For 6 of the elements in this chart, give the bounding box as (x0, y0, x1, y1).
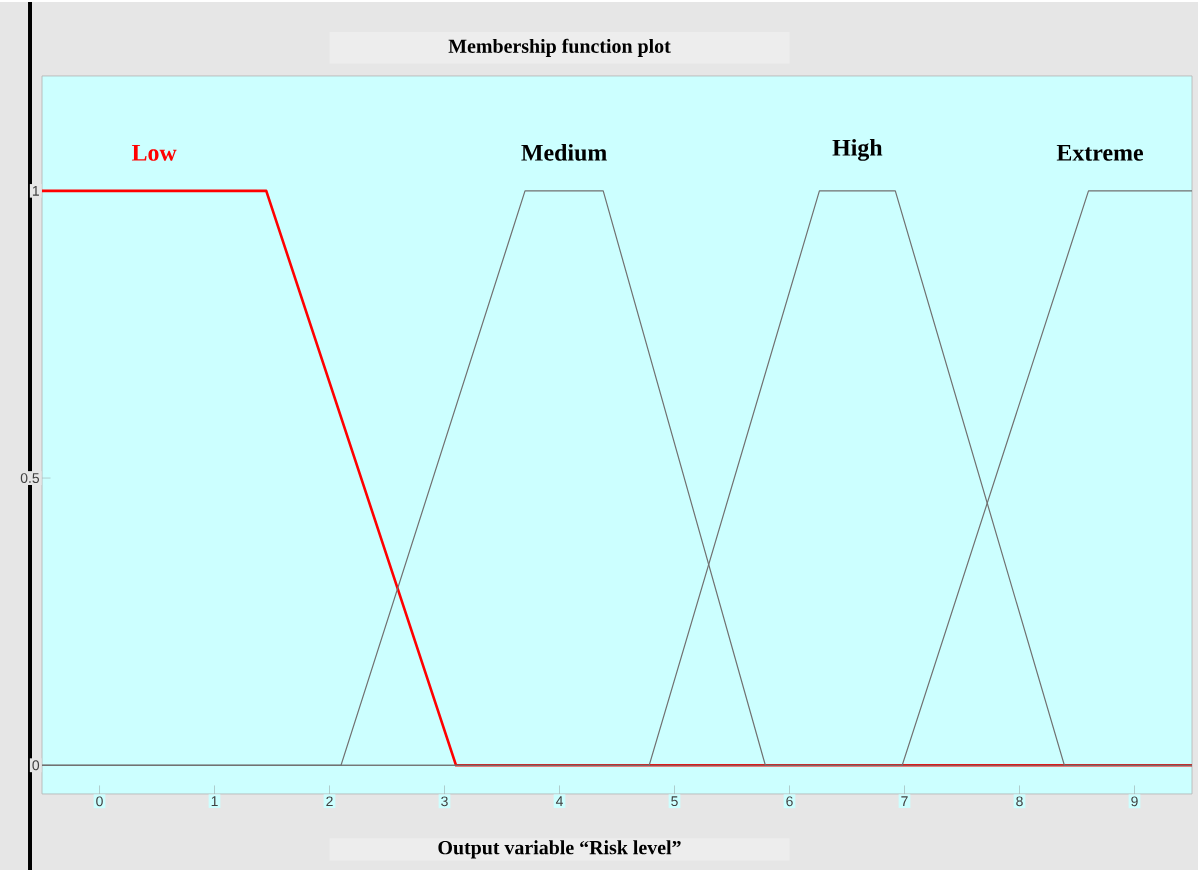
series-label: Extreme (1056, 144, 1143, 161)
chart-title: Membership function plot (448, 38, 671, 57)
x-axis-title: Output variable “Risk level” (438, 840, 681, 859)
series-label: High (832, 138, 883, 161)
series-label: Low (131, 144, 177, 161)
series-label: Medium (521, 143, 607, 161)
